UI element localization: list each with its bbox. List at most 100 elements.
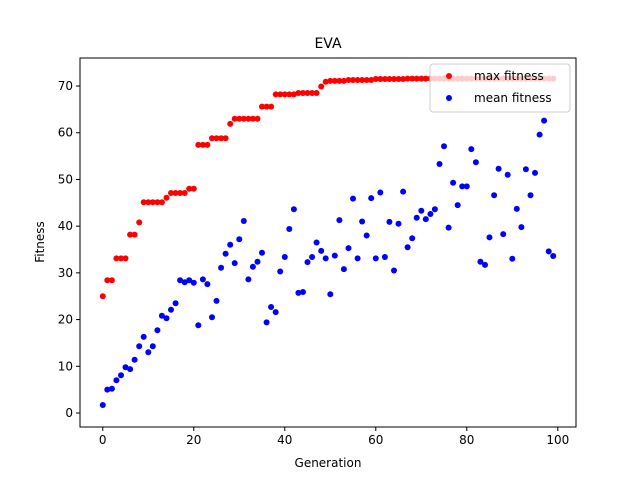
point-mean-fitness-7 <box>131 356 138 363</box>
y-tick-label-50: 50 <box>58 172 73 186</box>
point-mean-fitness-87 <box>495 165 502 172</box>
x-axis-ticks: 0 20 40 60 80 100 <box>99 427 569 447</box>
point-max-fitness-15 <box>168 190 174 196</box>
point-max-fitness-20 <box>190 185 197 192</box>
point-mean-fitness-61 <box>377 189 384 196</box>
point-max-fitness-52 <box>336 77 343 84</box>
x-tick-label-0: 0 <box>99 433 107 447</box>
point-mean-fitness-68 <box>409 235 416 242</box>
point-max-fitness-17 <box>177 190 184 196</box>
chart-title: EVA <box>314 36 342 52</box>
point-max-fitness-16 <box>172 190 179 196</box>
point-max-fitness-6 <box>127 231 134 238</box>
point-mean-fitness-48 <box>318 247 325 254</box>
point-mean-fitness-15 <box>168 306 174 313</box>
point-max-fitness-42 <box>290 91 297 98</box>
point-mean-fitness-51 <box>331 252 338 259</box>
point-max-fitness-10 <box>145 199 152 206</box>
point-max-fitness-71 <box>422 75 429 82</box>
point-max-fitness-28 <box>227 120 234 127</box>
point-mean-fitness-28 <box>227 241 234 248</box>
point-max-fitness-43 <box>295 90 302 96</box>
point-mean-fitness-90 <box>509 255 516 262</box>
point-max-fitness-68 <box>409 75 416 82</box>
x-tick-label-20: 20 <box>186 433 201 447</box>
point-mean-fitness-63 <box>386 218 393 225</box>
point-max-fitness-44 <box>300 90 306 96</box>
point-mean-fitness-62 <box>381 254 388 260</box>
point-mean-fitness-54 <box>345 245 352 252</box>
x-tick-label-100: 100 <box>546 433 569 447</box>
y-tick-label-70: 70 <box>58 79 73 93</box>
point-max-fitness-13 <box>158 199 165 206</box>
point-max-fitness-64 <box>391 76 397 82</box>
y-tick-label-30: 30 <box>58 266 73 280</box>
legend-label-mean-fitness: mean fitness <box>474 91 552 105</box>
y-tick-label-40: 40 <box>58 219 73 233</box>
point-max-fitness-60 <box>372 76 379 82</box>
point-mean-fitness-84 <box>482 261 488 268</box>
point-mean-fitness-39 <box>277 268 284 275</box>
point-max-fitness-67 <box>404 75 411 82</box>
point-mean-fitness-16 <box>172 300 179 307</box>
point-mean-fitness-19 <box>186 277 193 284</box>
point-mean-fitness-43 <box>295 289 302 296</box>
point-max-fitness-3 <box>113 255 120 262</box>
point-mean-fitness-92 <box>518 224 525 231</box>
point-max-fitness-0 <box>99 293 106 300</box>
point-max-fitness-39 <box>277 91 284 98</box>
point-mean-fitness-35 <box>259 249 265 256</box>
point-mean-fitness-71 <box>422 216 429 223</box>
point-mean-fitness-95 <box>532 169 538 176</box>
point-mean-fitness-42 <box>290 206 297 213</box>
point-mean-fitness-0 <box>99 402 106 408</box>
point-mean-fitness-74 <box>436 161 443 167</box>
point-mean-fitness-10 <box>145 349 152 356</box>
point-mean-fitness-33 <box>249 263 256 270</box>
point-max-fitness-27 <box>222 135 229 142</box>
point-mean-fitness-50 <box>327 291 334 298</box>
plot-frame <box>79 57 577 428</box>
point-mean-fitness-23 <box>204 281 211 288</box>
point-mean-fitness-34 <box>254 258 261 265</box>
point-mean-fitness-79 <box>459 183 466 190</box>
point-mean-fitness-76 <box>445 224 452 231</box>
point-max-fitness-23 <box>204 141 211 148</box>
point-max-fitness-47 <box>313 90 320 96</box>
point-mean-fitness-25 <box>213 297 220 304</box>
point-mean-fitness-83 <box>477 258 484 265</box>
point-max-fitness-69 <box>413 75 420 82</box>
legend-marker-max-fitness <box>446 73 452 79</box>
point-mean-fitness-56 <box>354 255 361 262</box>
point-max-fitness-22 <box>199 141 206 148</box>
x-axis-label: Generation <box>295 456 362 470</box>
point-mean-fitness-26 <box>218 264 225 271</box>
point-max-fitness-30 <box>236 115 243 122</box>
y-axis-ticks: 0 10 20 30 40 50 60 70 <box>58 79 80 420</box>
point-mean-fitness-49 <box>322 255 329 262</box>
point-max-fitness-65 <box>395 76 402 82</box>
point-mean-fitness-37 <box>268 304 275 310</box>
point-max-fitness-8 <box>136 219 143 226</box>
point-mean-fitness-41 <box>286 226 293 232</box>
point-max-fitness-25 <box>213 135 220 142</box>
point-max-fitness-53 <box>340 77 347 84</box>
point-max-fitness-26 <box>218 135 225 142</box>
point-mean-fitness-60 <box>372 255 379 262</box>
point-mean-fitness-93 <box>522 166 529 173</box>
y-axis-label: Fitness <box>33 221 47 263</box>
point-max-fitness-31 <box>240 115 247 122</box>
legend-marker-mean-fitness <box>446 95 452 101</box>
point-max-fitness-5 <box>122 255 129 262</box>
point-mean-fitness-52 <box>336 217 343 224</box>
point-mean-fitness-14 <box>163 315 170 322</box>
point-mean-fitness-73 <box>431 206 438 213</box>
point-mean-fitness-5 <box>122 364 129 371</box>
point-mean-fitness-32 <box>245 276 252 283</box>
point-max-fitness-35 <box>259 103 265 110</box>
point-max-fitness-29 <box>231 115 238 122</box>
point-max-fitness-56 <box>354 77 361 83</box>
point-max-fitness-21 <box>195 141 202 148</box>
point-max-fitness-12 <box>154 199 161 206</box>
point-mean-fitness-24 <box>209 314 215 321</box>
